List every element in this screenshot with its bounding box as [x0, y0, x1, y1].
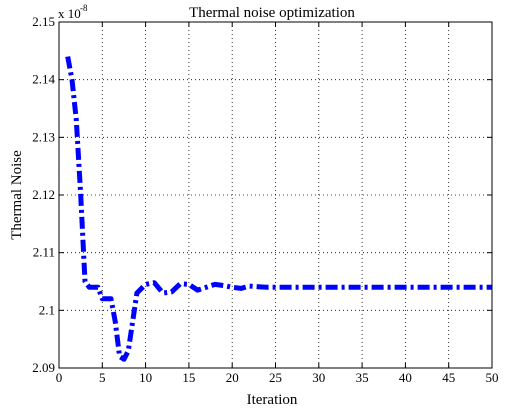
- y-tick-label: 2.09: [32, 360, 55, 375]
- chart-title: Thermal noise optimization: [189, 5, 355, 21]
- x-tick-label: 0: [56, 370, 63, 385]
- y-exponent-label: x 10: [58, 6, 81, 21]
- x-tick-label: 5: [99, 370, 106, 385]
- x-tick-label: 35: [356, 370, 369, 385]
- x-tick-label: 30: [312, 370, 325, 385]
- y-tick-label: 2.13: [32, 129, 55, 144]
- series-layer: [65, 56, 492, 362]
- y-tick-labels: 2.09 2.1 2.11 2.12 2.13 2.14 2.15: [32, 14, 55, 375]
- x-tick-label: 50: [486, 370, 499, 385]
- y-axis-label: Thermal Noise: [9, 150, 25, 240]
- y-tick-label: 2.15: [32, 14, 55, 29]
- x-tick-label: 20: [226, 370, 239, 385]
- axis-ticks: [58, 21, 493, 369]
- y-tick-label: 2.11: [33, 245, 55, 260]
- x-tick-label: 45: [442, 370, 455, 385]
- y-exponent-power: -8: [80, 3, 88, 13]
- y-tick-label: 2.14: [32, 72, 55, 87]
- x-tick-label: 15: [182, 370, 195, 385]
- x-tick-label: 10: [139, 370, 152, 385]
- grid-lines: [59, 22, 492, 368]
- y-tick-label: 2.12: [32, 187, 55, 202]
- x-tick-label: 40: [399, 370, 412, 385]
- x-axis-label: Iteration: [247, 392, 298, 408]
- x-tick-labels: 0 5 10 15 20 25 30 35 40 45 50: [56, 370, 499, 385]
- series-line: [65, 56, 492, 362]
- x-tick-label: 25: [269, 370, 282, 385]
- y-tick-label: 2.1: [39, 302, 55, 317]
